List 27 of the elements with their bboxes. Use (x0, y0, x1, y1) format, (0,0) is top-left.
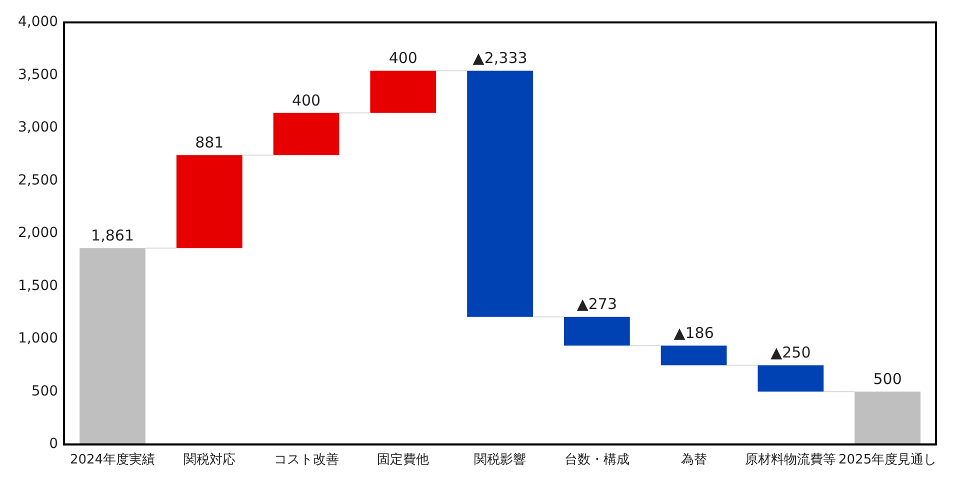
x-tick-label: 関税対応 (183, 452, 236, 468)
y-tick-label: 2,500 (18, 172, 58, 188)
x-tick-label: 原材料物流費等 (745, 452, 836, 468)
x-tick-label: 2024年度実績 (70, 452, 156, 468)
data-label: 400 (292, 91, 321, 110)
y-tick-label: 3,000 (18, 120, 58, 136)
x-tick-label: 関税影響 (474, 452, 526, 468)
data-label: ▲2,333 (472, 49, 528, 68)
y-tick-label: 3,500 (18, 66, 58, 83)
y-tick-label: 1,000 (18, 330, 58, 347)
data-label: 400 (388, 49, 418, 68)
x-tick-label: 固定費他 (377, 452, 430, 468)
data-label: 1,861 (91, 226, 134, 244)
y-tick-label: 500 (31, 383, 58, 400)
y-tick-label: 0 (49, 436, 58, 452)
x-tick-label: コスト改善 (274, 452, 339, 468)
data-label: 881 (195, 134, 224, 152)
data-label: 500 (873, 370, 902, 388)
data-label: ▲186 (674, 324, 714, 342)
y-tick-label: 4,000 (18, 14, 58, 30)
data-label: ▲273 (576, 295, 618, 314)
x-tick-label: 為替 (680, 452, 707, 468)
y-tick-label: 1,500 (18, 278, 58, 294)
x-tick-label: 台数・構成 (564, 452, 630, 468)
x-tick-label: 2025年度見通し (838, 452, 937, 468)
y-tick-label: 2,000 (18, 225, 58, 242)
data-label: ▲250 (770, 344, 811, 362)
